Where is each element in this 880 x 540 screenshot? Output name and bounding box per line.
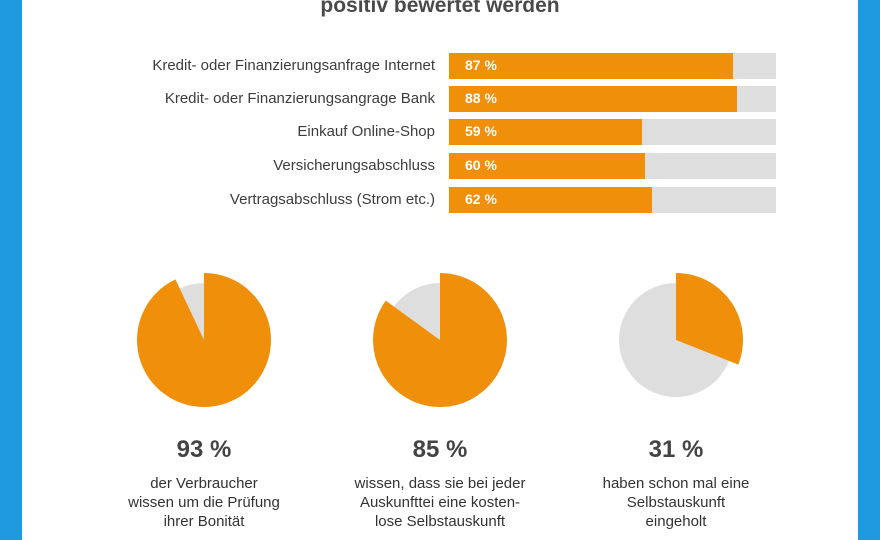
pie-slice-remainder [619, 283, 729, 397]
bar-value-label: 62 % [465, 191, 497, 207]
bar-value-label: 59 % [465, 123, 497, 139]
pie-description: der Verbraucher wissen um die Prüfung ih… [84, 474, 324, 531]
pie-description-line: wissen um die Prüfung [128, 494, 280, 511]
bar-category-label: Versicherungsabschluss [273, 157, 435, 174]
bar-value-label: 88 % [465, 90, 497, 106]
bar-value-label: 60 % [465, 157, 497, 173]
pie-slice-value [373, 273, 508, 407]
bar-category-label: Kredit- oder Finanzierungsanfrage Intern… [152, 57, 435, 74]
bar-row: Kredit- oder Finanzierungsangrage Bank 8… [22, 86, 858, 112]
bar-category-label: Vertragsabschluss (Strom etc.) [229, 191, 435, 208]
pie-description-line: eingeholt [645, 513, 707, 530]
headline: positiv bewertet werden [320, 0, 560, 17]
bar-row: Versicherungsabschluss 60 % [22, 153, 858, 179]
pie-description: haben schon mal eine Selbstauskunft eing… [556, 474, 796, 531]
pie-chart-svg [373, 273, 508, 407]
pie-description: wissen, dass sie bei jeder Auskunfttei e… [320, 474, 560, 531]
bar-track: 62 % [449, 187, 776, 213]
bar-row: Vertragsabschluss (Strom etc.) 62 % [22, 187, 858, 213]
infographic-panel: positiv bewertet werden Kredit- oder Fin… [22, 0, 858, 540]
bar [449, 86, 737, 112]
bar-category-label: Einkauf Online-Shop [297, 123, 435, 140]
pie-description-line: haben schon mal eine [602, 475, 750, 492]
bar-row: Einkauf Online-Shop 59 % [22, 119, 858, 145]
pie-value-label: 85 % [412, 436, 468, 463]
pie-slice-value [676, 273, 744, 365]
pie-description-line: wissen, dass sie bei jeder [354, 475, 526, 492]
pie-chart-svg [137, 273, 272, 407]
pie-chart-bonitaet: 93 % der Verbraucher wissen um die Prüfu… [84, 270, 324, 531]
bar-track: 59 % [449, 119, 776, 145]
bar-category-label: Kredit- oder Finanzierungsangrage Bank [164, 90, 435, 107]
bar-row: Kredit- oder Finanzierungsanfrage Intern… [22, 53, 858, 79]
pie-description-line: lose Selbstauskunft [374, 513, 506, 530]
pie-slice-value [137, 273, 272, 407]
pie-value-label: 93 % [176, 436, 232, 463]
pie-description-line: ihrer Bonität [163, 513, 245, 530]
bar [449, 53, 734, 79]
pie-chart-selbstauskunft-wissen: 85 % wissen, dass sie bei jeder Auskunft… [320, 270, 560, 531]
pie-slice-remainder [179, 283, 204, 340]
bar [449, 153, 646, 179]
pie-chart-svg [619, 273, 744, 397]
pie-description-line: Auskunfttei eine kosten- [359, 494, 521, 511]
bar [449, 119, 642, 145]
pie-slice-remainder [393, 283, 440, 340]
pie-description-line: Selbstauskunft [626, 494, 726, 511]
bar-track: 88 % [449, 86, 776, 112]
bar [449, 187, 652, 213]
pie-chart-selbstauskunft-eingeholt: 31 % haben schon mal eine Selbstauskunft… [556, 270, 796, 531]
bar-value-label: 87 % [465, 57, 497, 73]
pie-value-label: 31 % [648, 436, 704, 463]
pie-description-line: der Verbraucher [150, 475, 258, 492]
bar-track: 60 % [449, 153, 776, 179]
bar-track: 87 % [449, 53, 776, 79]
